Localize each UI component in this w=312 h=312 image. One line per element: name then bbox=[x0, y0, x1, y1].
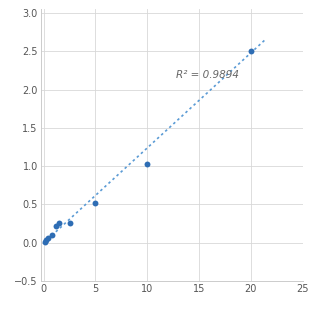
Point bbox=[54, 223, 59, 228]
Point bbox=[248, 49, 253, 54]
Text: R² = 0.9894: R² = 0.9894 bbox=[176, 71, 239, 80]
Point bbox=[67, 221, 72, 226]
Point bbox=[93, 200, 98, 205]
Point bbox=[57, 221, 62, 226]
Point bbox=[45, 236, 50, 241]
Point bbox=[42, 239, 47, 244]
Point bbox=[50, 232, 55, 237]
Point bbox=[43, 238, 48, 243]
Point bbox=[145, 161, 150, 166]
